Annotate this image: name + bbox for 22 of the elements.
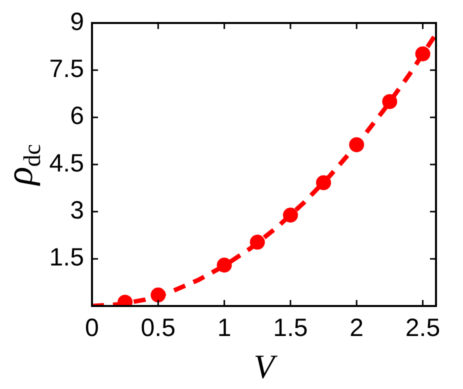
y-tick-label: 4.5: [49, 149, 84, 178]
y-axis-title: ρdc: [0, 144, 46, 186]
y-tick-label: 6: [70, 102, 84, 130]
x-tick-label: 1.5: [273, 314, 308, 342]
y-tick-label: 1.5: [49, 244, 84, 272]
x-tick-label: 2: [350, 314, 364, 342]
point: [282, 208, 298, 223]
point: [316, 175, 332, 190]
point: [216, 258, 232, 273]
y-tick-label: 3: [70, 196, 84, 225]
point: [250, 234, 265, 250]
x-tick-label: 0.5: [140, 314, 176, 342]
x-axis-title: V: [254, 349, 279, 386]
x-tick-label: 1: [217, 314, 232, 342]
y-tick-label: 7.5: [49, 55, 84, 84]
x-tick-label: 0: [85, 314, 99, 342]
y-tick-label: 9: [70, 8, 84, 36]
x-tick-label: 2.5: [405, 314, 440, 342]
point: [415, 46, 430, 62]
point: [382, 94, 398, 110]
point: [349, 137, 364, 152]
point: [150, 287, 166, 302]
